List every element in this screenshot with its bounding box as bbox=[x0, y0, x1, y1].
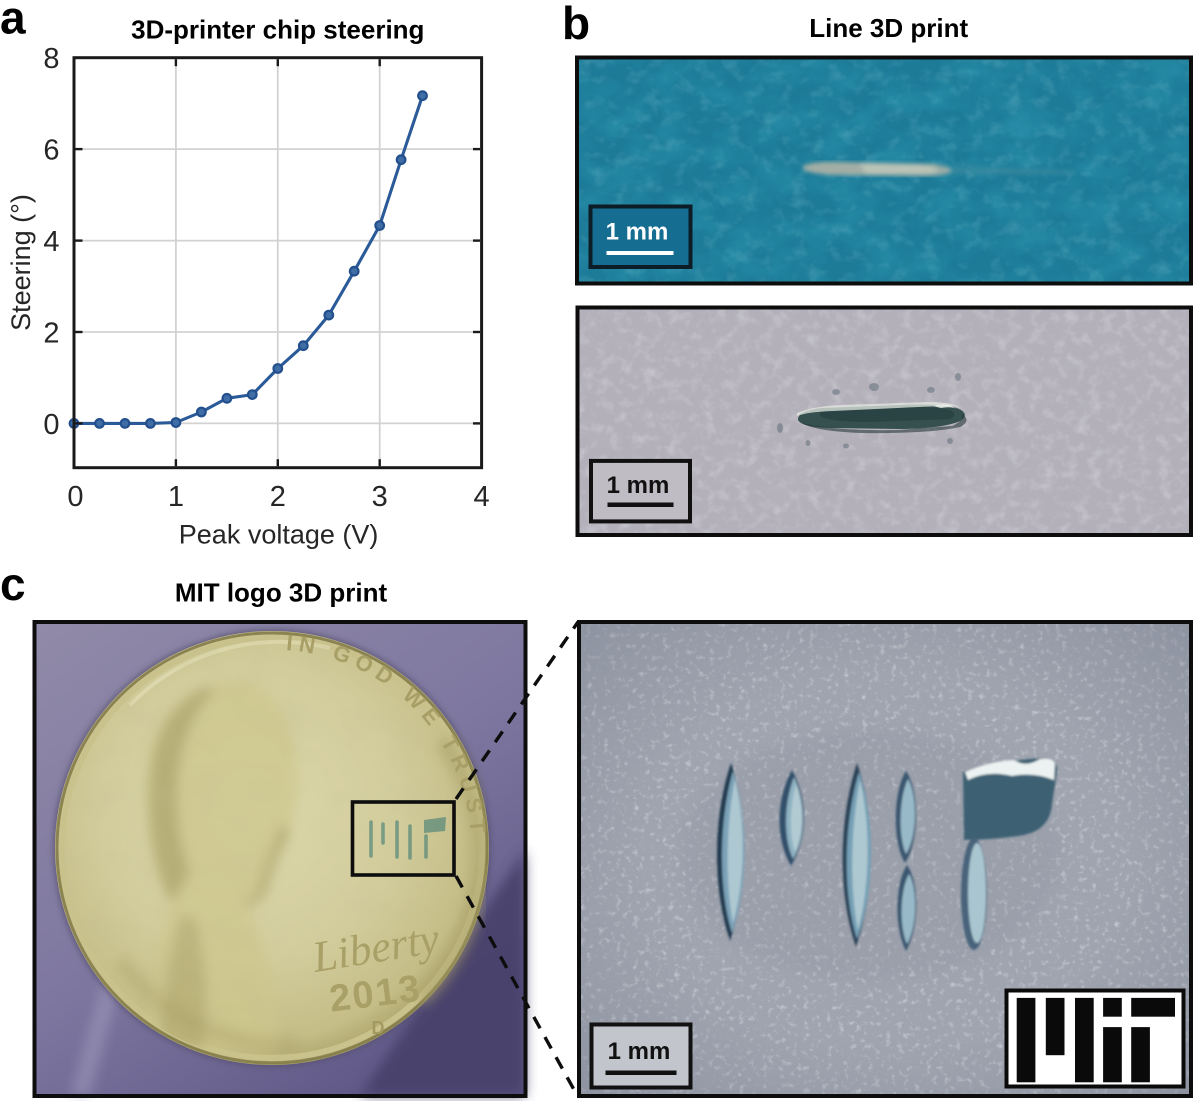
svg-text:3D-printer chip steering: 3D-printer chip steering bbox=[131, 15, 424, 45]
svg-text:1 mm: 1 mm bbox=[607, 472, 670, 499]
svg-text:1: 1 bbox=[168, 481, 184, 513]
svg-text:2: 2 bbox=[43, 317, 59, 349]
svg-text:0: 0 bbox=[43, 409, 59, 441]
svg-text:4: 4 bbox=[43, 226, 59, 258]
svg-text:Steering (°): Steering (°) bbox=[6, 194, 36, 331]
svg-text:0: 0 bbox=[67, 481, 83, 513]
svg-text:8: 8 bbox=[43, 43, 59, 75]
svg-text:b: b bbox=[562, 0, 590, 49]
svg-text:c: c bbox=[0, 558, 26, 610]
svg-text:MIT logo 3D print: MIT logo 3D print bbox=[175, 578, 388, 608]
svg-text:Line 3D print: Line 3D print bbox=[809, 13, 968, 43]
svg-text:3: 3 bbox=[372, 481, 388, 513]
svg-text:1 mm: 1 mm bbox=[606, 219, 669, 246]
svg-text:Peak voltage (V): Peak voltage (V) bbox=[179, 520, 379, 550]
svg-text:4: 4 bbox=[474, 481, 490, 513]
svg-text:a: a bbox=[0, 0, 26, 44]
svg-text:2: 2 bbox=[270, 481, 286, 513]
svg-text:6: 6 bbox=[43, 135, 59, 167]
svg-text:D: D bbox=[372, 1018, 385, 1038]
svg-text:1 mm: 1 mm bbox=[608, 1038, 671, 1065]
